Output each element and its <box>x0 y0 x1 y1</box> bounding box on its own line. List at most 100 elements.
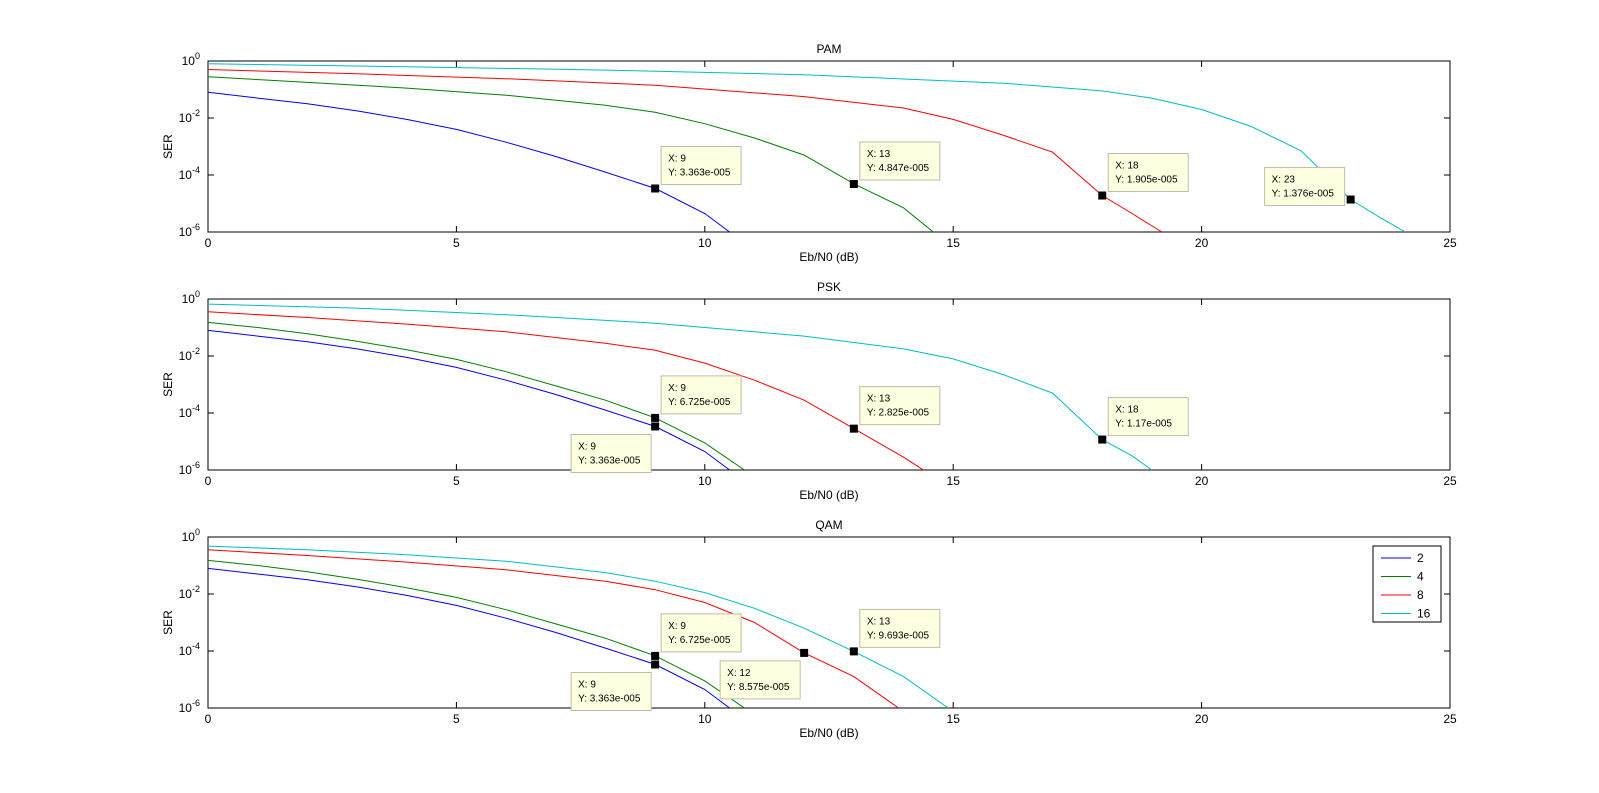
data-tip-x: X: 18 <box>1115 161 1139 172</box>
axes-box <box>207 298 1451 471</box>
x-tick-label: 5 <box>453 712 460 726</box>
y-tick-label: 10-6 <box>179 222 200 239</box>
data-tip-y: Y: 3.363e-005 <box>578 455 641 466</box>
data-tip-y: Y: 3.363e-005 <box>668 167 731 178</box>
data-tip-marker <box>849 179 858 188</box>
data-tip-box <box>660 613 742 653</box>
y-tick-label: 10-6 <box>179 460 200 477</box>
data-tip-y: Y: 8.575e-005 <box>727 682 790 693</box>
panel-title: PSK <box>817 280 841 294</box>
data-tip-marker <box>849 424 858 433</box>
y-tick-label: 100 <box>182 289 200 306</box>
legend: 2 4 8 16 <box>1372 545 1442 623</box>
series-line-0 <box>208 567 730 708</box>
data-tip-y: Y: 3.363e-005 <box>578 693 641 704</box>
x-tick-label: 10 <box>698 236 712 250</box>
data-tip-x: X: 12 <box>727 668 751 679</box>
axes-box <box>207 60 1451 233</box>
data-tip: X: 18 Y: 1.905e-005 <box>1098 153 1189 200</box>
y-tick-label: 10-4 <box>179 403 200 420</box>
data-tip: X: 9 Y: 3.363e-005 <box>651 145 742 193</box>
data-tip-marker <box>1098 191 1107 200</box>
x-tick-label: 25 <box>1443 474 1457 488</box>
legend-label: 4 <box>1417 570 1424 584</box>
x-tick-label: 0 <box>205 712 212 726</box>
data-tip-x: X: 13 <box>867 394 891 405</box>
panel-title: QAM <box>815 518 842 532</box>
data-tip-marker <box>800 648 809 657</box>
series-line-0 <box>208 329 730 470</box>
series-line-1 <box>208 559 745 708</box>
y-axis-label: SER <box>161 610 175 635</box>
data-tip-marker <box>849 647 858 656</box>
legend-label: 8 <box>1417 588 1424 602</box>
data-tip-x: X: 13 <box>867 616 891 627</box>
series-line-3 <box>208 303 1153 470</box>
panel-title: PAM <box>816 42 841 56</box>
legend-box <box>1372 545 1442 623</box>
data-tip: X: 18 Y: 1.17e-005 <box>1098 397 1189 444</box>
series-line-0 <box>208 91 730 232</box>
x-tick-label: 0 <box>205 236 212 250</box>
x-axis-label: Eb/N0 (dB) <box>799 726 858 740</box>
data-tip-box <box>1264 167 1346 207</box>
data-tip-box <box>719 660 801 700</box>
x-tick-label: 0 <box>205 474 212 488</box>
series-line-3 <box>208 545 949 708</box>
subplot-psk: PSK 0 5 10 15 20 25 10-6 10-4 10-2 100 Eb/N0 (dB) SE… <box>161 280 1457 502</box>
x-tick-label: 15 <box>947 474 961 488</box>
data-tip-box <box>660 375 742 415</box>
x-tick-label: 10 <box>698 474 712 488</box>
data-tip-x: X: 9 <box>668 621 686 632</box>
series-line-1 <box>208 76 934 232</box>
y-axis-label: SER <box>161 372 175 397</box>
data-tip-x: X: 9 <box>668 153 686 164</box>
data-tip-y: Y: 2.825e-005 <box>867 408 930 419</box>
data-tip-marker <box>1346 195 1355 204</box>
data-tip-x: X: 9 <box>668 383 686 394</box>
data-tip: X: 9 Y: 6.725e-005 <box>651 613 742 660</box>
y-tick-label: 10-2 <box>179 346 200 363</box>
x-tick-label: 15 <box>947 236 961 250</box>
data-tip-y: Y: 9.693e-005 <box>867 630 930 641</box>
data-tip-marker <box>1098 435 1107 444</box>
x-tick-label: 25 <box>1443 236 1457 250</box>
data-tip: X: 23 Y: 1.376e-005 <box>1264 167 1355 207</box>
data-tip-x: X: 18 <box>1115 405 1139 416</box>
y-tick-label: 10-2 <box>179 108 200 125</box>
series-line-2 <box>208 549 899 708</box>
data-tip-marker <box>651 660 660 669</box>
axes-box <box>207 536 1451 709</box>
legend-label: 16 <box>1417 607 1431 621</box>
y-tick-label: 10-2 <box>179 584 200 601</box>
series-line-2 <box>208 311 924 470</box>
data-tip: X: 13 Y: 4.847e-005 <box>849 141 941 188</box>
legend-label: 2 <box>1417 551 1424 565</box>
data-tip: X: 9 Y: 6.725e-005 <box>651 375 742 422</box>
subplot-qam: QAM 0 5 10 15 20 25 10-6 10-4 10-2 100 Eb/N0 (dB) SE… <box>161 518 1457 740</box>
x-axis-label: Eb/N0 (dB) <box>799 250 858 264</box>
data-tip-box <box>1107 397 1189 437</box>
series-group <box>208 545 949 708</box>
data-tip: X: 13 Y: 9.693e-005 <box>849 608 941 656</box>
x-tick-label: 5 <box>453 236 460 250</box>
data-tip-box <box>570 671 652 711</box>
data-tip-box <box>859 386 941 426</box>
data-tip-marker <box>651 184 660 193</box>
data-tip-y: Y: 6.725e-005 <box>668 397 731 408</box>
x-tick-label: 20 <box>1195 474 1209 488</box>
data-tip-box <box>1107 153 1189 193</box>
data-tip-x: X: 23 <box>1272 175 1296 186</box>
data-tip: X: 13 Y: 2.825e-005 <box>849 386 941 433</box>
y-tick-label: 100 <box>182 527 200 544</box>
data-tip-x: X: 9 <box>578 679 596 690</box>
series-line-2 <box>208 69 1163 232</box>
x-tick-label: 15 <box>947 712 961 726</box>
x-tick-label: 20 <box>1195 712 1209 726</box>
x-tick-label: 20 <box>1195 236 1209 250</box>
y-axis-label: SER <box>161 134 175 159</box>
data-tip: X: 12 Y: 8.575e-005 <box>719 648 809 700</box>
data-tip-marker <box>651 413 660 422</box>
data-tip-y: Y: 1.17e-005 <box>1115 419 1172 430</box>
